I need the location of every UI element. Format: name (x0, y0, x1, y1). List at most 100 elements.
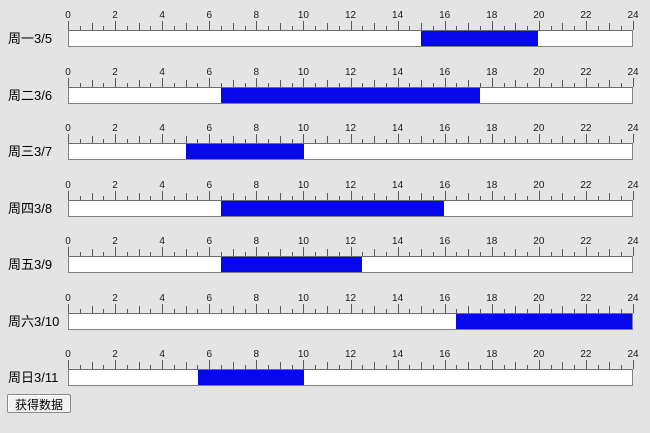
hour-label: 0 (65, 236, 71, 247)
tick (185, 249, 187, 256)
hour-label: 20 (533, 349, 545, 360)
tick (162, 303, 164, 313)
tick (574, 195, 576, 200)
get-data-button[interactable]: 获得数据 (7, 394, 72, 413)
tick (244, 139, 246, 143)
time-range-bar[interactable] (221, 87, 480, 103)
tick (232, 305, 234, 313)
tick (232, 192, 234, 200)
tick (609, 249, 611, 256)
hour-label: 24 (627, 179, 639, 191)
tick (362, 82, 364, 87)
tick (268, 82, 270, 87)
time-range-bar[interactable] (456, 313, 632, 329)
tick (633, 303, 634, 313)
tick (468, 362, 470, 369)
tick (491, 134, 493, 143)
tick (585, 190, 587, 200)
tick (162, 134, 164, 143)
tick (362, 365, 364, 369)
tick (597, 195, 599, 200)
hour-label: 0 (65, 349, 71, 360)
time-track[interactable] (68, 199, 633, 217)
hour-label: 8 (253, 66, 260, 78)
tick (221, 252, 223, 256)
tick-marks (68, 360, 634, 369)
tick (421, 249, 423, 256)
tick (550, 308, 552, 313)
tick (221, 365, 223, 369)
tick (350, 190, 352, 200)
tick (150, 139, 152, 143)
tick (633, 247, 634, 256)
tick (503, 308, 505, 313)
tick (79, 195, 81, 200)
hour-label: 22 (580, 123, 592, 134)
tick (550, 195, 552, 200)
tick (503, 252, 505, 256)
tick (397, 77, 399, 87)
tick (315, 26, 317, 30)
tick (444, 190, 446, 200)
tick (256, 247, 258, 256)
tick (503, 26, 505, 30)
schedule-row: 周二3/6 0 2 4 6 8 10 12 14 16 18 20 22 24 (0, 67, 650, 124)
tick (185, 79, 187, 87)
time-track[interactable] (68, 30, 633, 47)
time-range-bar[interactable] (198, 370, 304, 385)
tick (444, 360, 446, 369)
tick (374, 192, 376, 200)
tick (456, 308, 458, 313)
time-ruler: 0 2 4 6 8 10 12 14 16 18 20 22 24 (65, 236, 639, 283)
tick (303, 303, 305, 313)
hour-labels: 0 2 4 6 8 10 12 14 16 18 20 22 24 (65, 123, 638, 134)
time-range-bar[interactable] (221, 200, 445, 216)
tick (103, 308, 105, 313)
hour-label: 20 (533, 179, 545, 191)
time-track[interactable] (68, 369, 633, 386)
tick (115, 77, 117, 87)
tick (597, 139, 599, 143)
hour-label: 8 (253, 123, 260, 134)
tick (315, 82, 317, 87)
tick (503, 365, 505, 369)
time-range-bar[interactable] (221, 257, 363, 272)
time-track[interactable] (68, 86, 633, 104)
tick (374, 305, 376, 313)
hour-label: 18 (486, 10, 498, 21)
tick (126, 365, 128, 369)
tick (538, 21, 540, 30)
tick (256, 360, 258, 369)
tick (385, 365, 387, 369)
time-range-bar[interactable] (186, 144, 304, 159)
tick (409, 82, 411, 87)
tick (574, 308, 576, 313)
tick (362, 195, 364, 200)
tick (68, 247, 69, 256)
tick (91, 362, 93, 369)
tick (173, 139, 175, 143)
tick (468, 79, 470, 87)
tick (397, 21, 399, 30)
tick (326, 192, 328, 200)
time-track[interactable] (68, 256, 633, 273)
tick (244, 26, 246, 30)
tick (550, 365, 552, 369)
hour-label: 18 (486, 349, 498, 360)
tick (315, 308, 317, 313)
hour-label: 16 (439, 10, 451, 21)
tick (491, 360, 493, 369)
tick (538, 134, 540, 143)
tick-marks (68, 247, 634, 256)
tick (150, 252, 152, 256)
time-track[interactable] (68, 143, 633, 160)
tick (326, 23, 328, 30)
hour-label: 8 (253, 179, 260, 191)
tick (456, 82, 458, 87)
hour-label: 0 (65, 292, 71, 304)
time-range-bar[interactable] (420, 31, 539, 46)
tick (409, 195, 411, 200)
tick (209, 360, 211, 369)
tick (232, 79, 234, 87)
time-track[interactable] (68, 312, 633, 330)
